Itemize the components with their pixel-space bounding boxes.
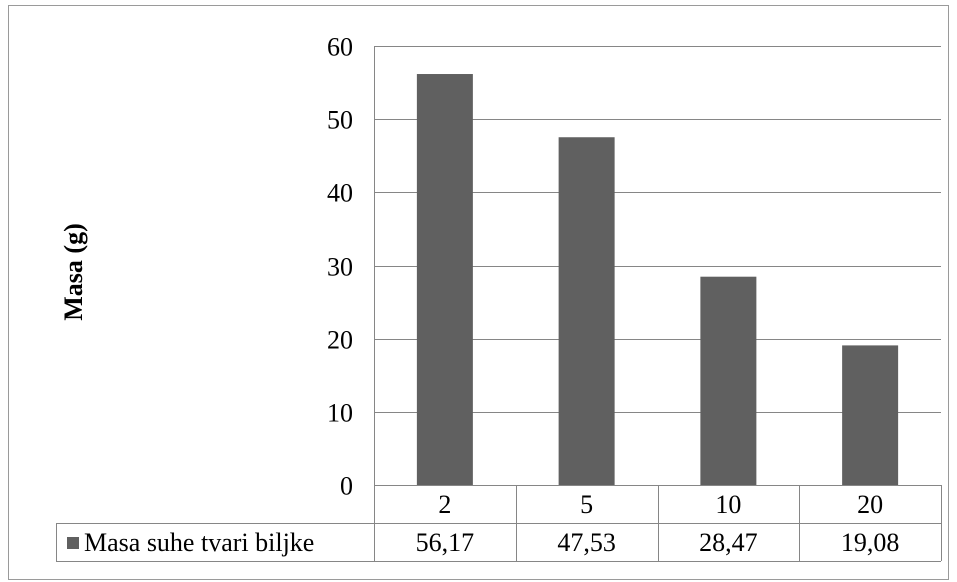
legend-key: [67, 537, 79, 549]
y-tick-label: 30: [327, 253, 353, 282]
x-category-label: 5: [580, 490, 593, 519]
series-name: Masa suhe tvari biljke: [84, 528, 314, 557]
y-tick-label: 10: [327, 399, 353, 428]
data-value-label: 47,53: [557, 528, 616, 557]
x-category-label: 2: [438, 490, 451, 519]
y-tick-label: 60: [327, 33, 353, 62]
chart-border: [8, 5, 949, 580]
data-value-label: 28,47: [699, 528, 758, 557]
bar: [700, 276, 757, 485]
y-tick-label: 40: [327, 179, 353, 208]
bar: [416, 74, 473, 486]
data-value-label: 19,08: [841, 528, 900, 557]
bars: [416, 74, 899, 486]
data-table: 2 5 10 20 Masa suhe tvari biljke 56,17 47,53 28…: [56, 485, 942, 562]
bar: [842, 345, 899, 485]
y-tick-label: 50: [327, 106, 353, 135]
data-value-label: 56,17: [416, 528, 475, 557]
x-category-label: 20: [857, 490, 883, 519]
bar: [558, 137, 615, 485]
y-tick-label: 20: [327, 326, 353, 355]
x-category-label: 10: [715, 490, 741, 519]
y-axis-label: Masa (g): [59, 223, 88, 320]
y-tick-label: 0: [340, 472, 353, 501]
y-axis-ticks: 0 10 20 30 40 50 60: [327, 33, 353, 501]
